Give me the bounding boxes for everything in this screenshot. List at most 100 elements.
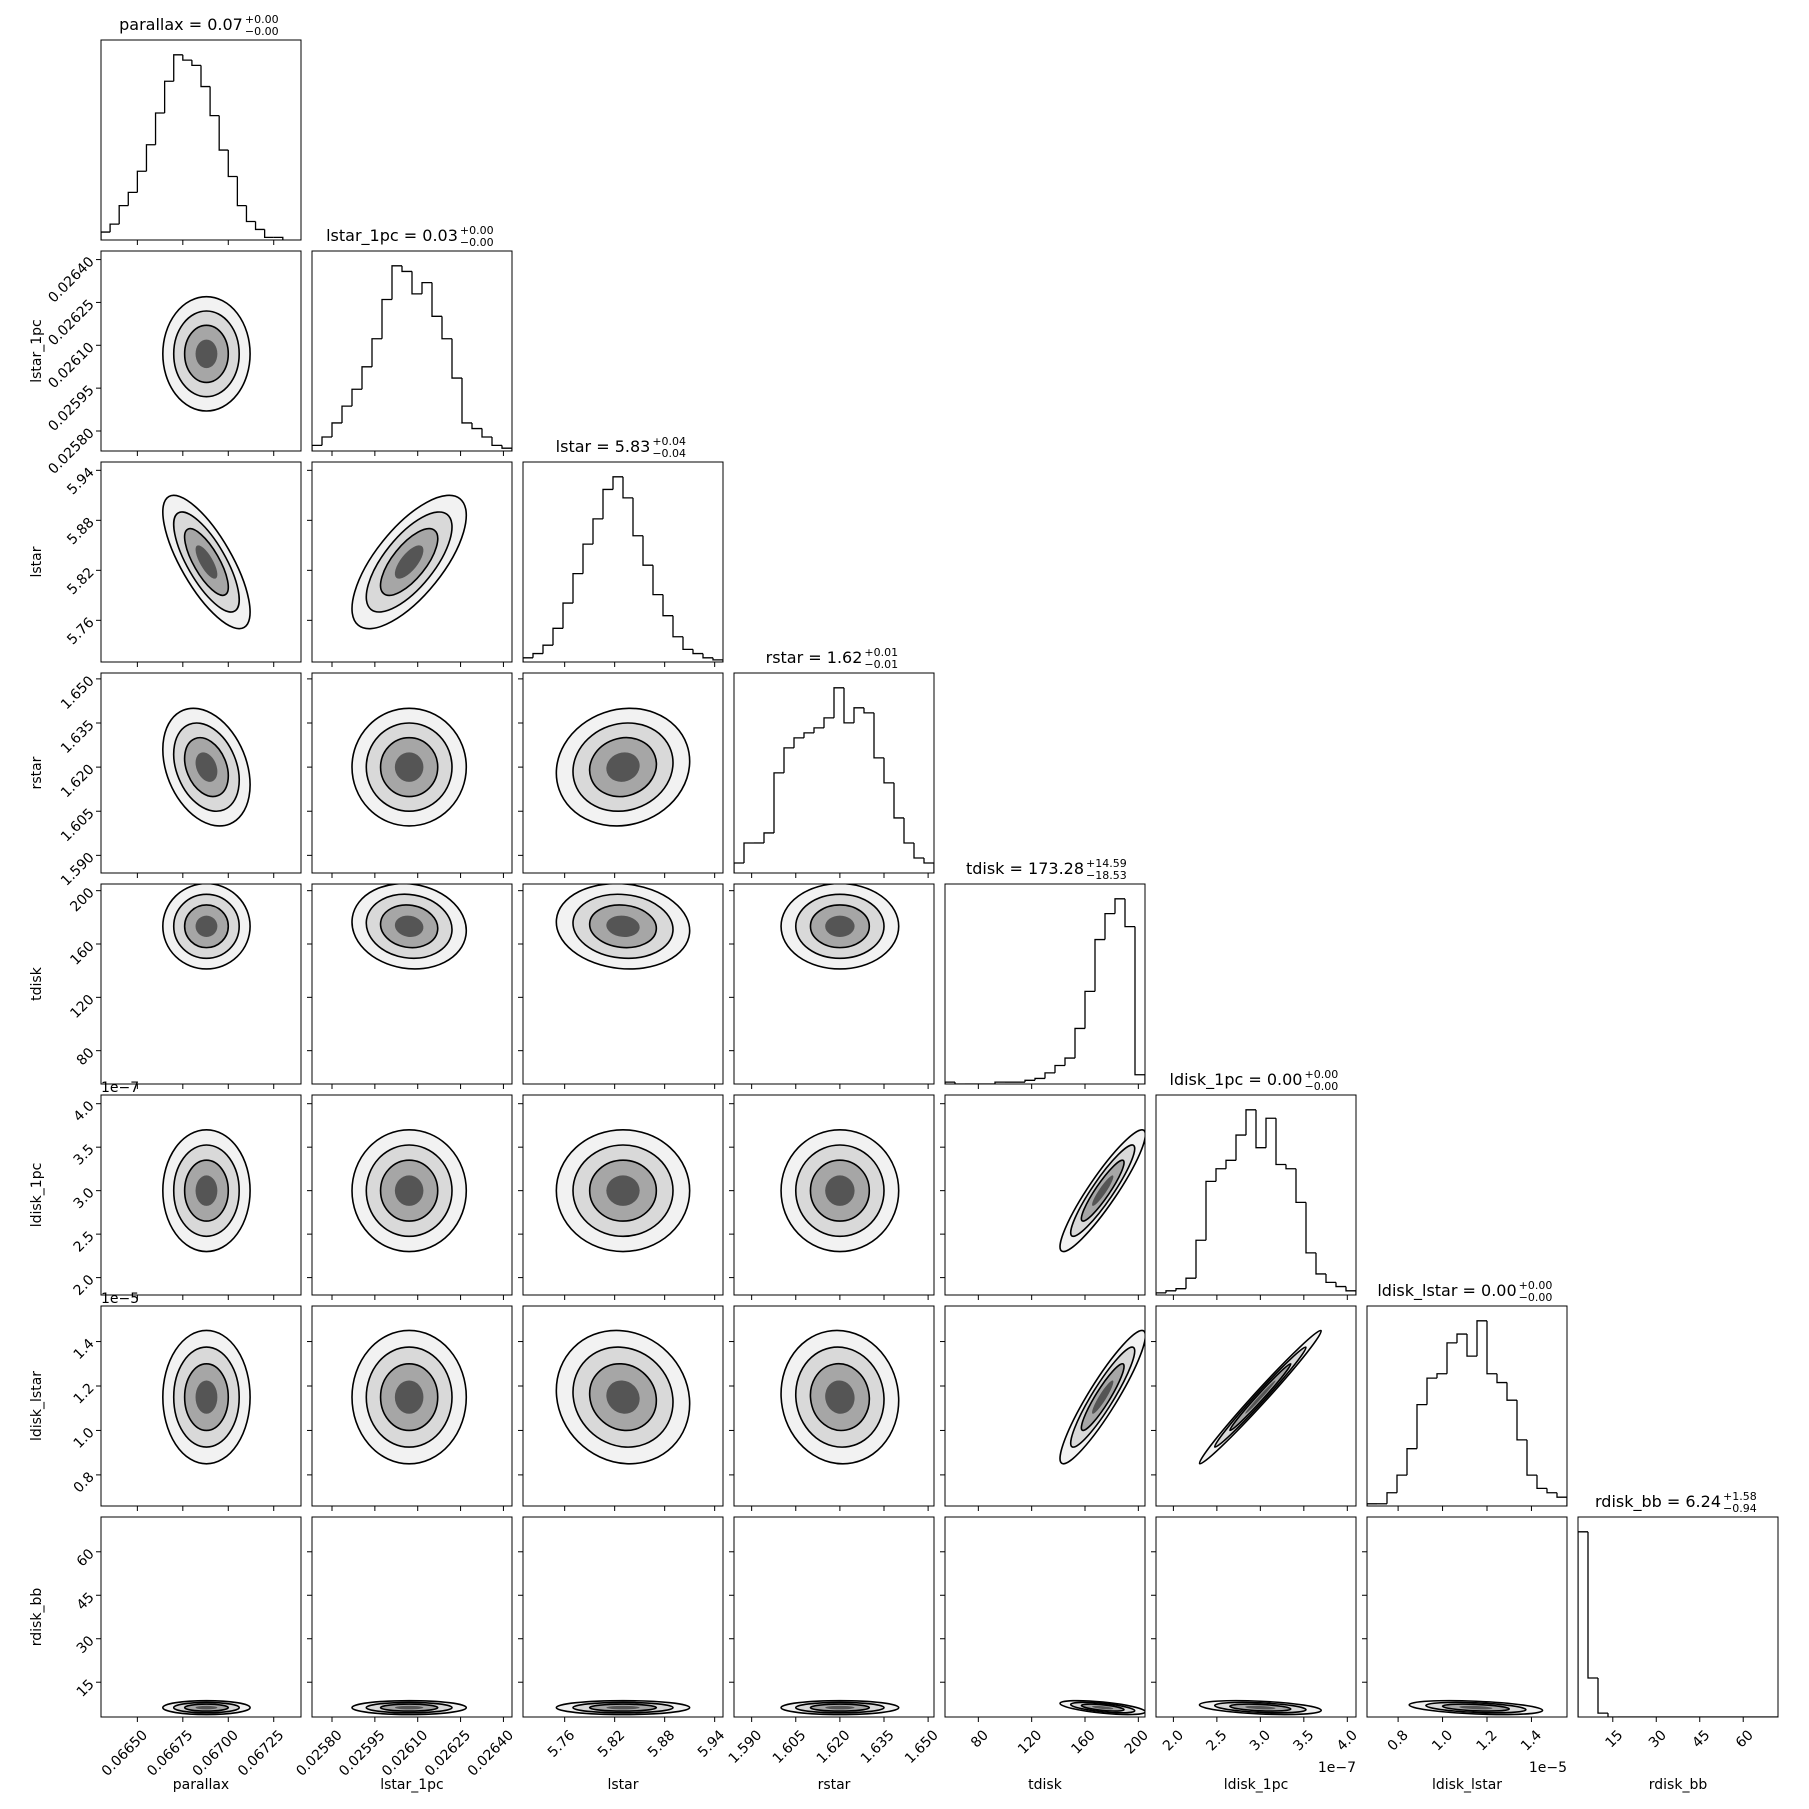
histogram-bin bbox=[136, 170, 147, 193]
panel: ldisk_lstar = 0.00 +0.00−0.00 bbox=[1366, 1279, 1568, 1511]
plot-area bbox=[162, 707, 251, 827]
y-axis-label: rdisk_bb bbox=[29, 1588, 45, 1647]
histogram-bin bbox=[793, 737, 804, 748]
histogram-bin bbox=[371, 338, 382, 367]
histogram-bin bbox=[562, 602, 573, 629]
histogram-bin bbox=[1416, 1403, 1427, 1449]
panel: lstar = 5.83 +0.04−0.04 bbox=[522, 435, 724, 667]
panel bbox=[940, 1094, 1146, 1300]
y-axis-label: rstar bbox=[29, 756, 45, 789]
plot-area bbox=[351, 1329, 468, 1465]
contour bbox=[195, 915, 218, 937]
y-tick-label: 0.02610 bbox=[45, 340, 97, 392]
panel-title: lstar = 5.83 bbox=[556, 437, 651, 456]
panel-frame bbox=[100, 39, 302, 241]
histogram-bin bbox=[1245, 1109, 1256, 1136]
panel-frame bbox=[733, 1094, 935, 1296]
y-tick-label: 1.590 bbox=[58, 850, 98, 890]
histogram-bin bbox=[1476, 1320, 1487, 1357]
contour bbox=[825, 1705, 855, 1710]
y-axis-label: lstar bbox=[29, 546, 45, 577]
panel-frame bbox=[1155, 1094, 1357, 1296]
y-tick-label: 3.5 bbox=[71, 1142, 98, 1169]
panel: 2.0 2.5 3.0 3.5 4.0 ldisk_1pc 1e−7 bbox=[1151, 1516, 1361, 1793]
panel-frame bbox=[100, 1516, 302, 1718]
histogram-bin bbox=[341, 405, 352, 423]
plot-area bbox=[734, 687, 934, 873]
contour bbox=[195, 1175, 218, 1206]
histogram-bin bbox=[622, 476, 633, 499]
panel bbox=[307, 1094, 513, 1300]
histogram-bin bbox=[173, 54, 183, 82]
contour bbox=[394, 915, 424, 937]
panel-title: tdisk = 173.28 bbox=[966, 859, 1084, 878]
x-tick-label: 120 bbox=[1015, 1727, 1045, 1757]
panel-frame bbox=[311, 1516, 513, 1718]
histogram-bin bbox=[1305, 1202, 1316, 1254]
panel-frame bbox=[944, 883, 1146, 1085]
contour bbox=[606, 752, 640, 782]
panel: rstar = 1.62 +0.01−0.01 bbox=[733, 646, 935, 878]
x-offset: 1e−7 bbox=[1318, 1760, 1356, 1776]
histogram-bin bbox=[823, 717, 834, 728]
y-offset: 1e−5 bbox=[101, 1291, 139, 1307]
plot-area bbox=[555, 707, 691, 827]
plot-area bbox=[945, 898, 1145, 1084]
panel-frame bbox=[944, 1516, 1146, 1718]
histogram-bin bbox=[592, 518, 603, 545]
contour bbox=[1245, 1705, 1276, 1710]
histogram-bin bbox=[923, 857, 934, 873]
panel-frame bbox=[1366, 1305, 1568, 1507]
plot-area bbox=[312, 265, 512, 451]
panel bbox=[729, 1305, 935, 1511]
title-upper: +0.00 bbox=[245, 13, 279, 26]
plot-area bbox=[351, 1699, 468, 1716]
contour bbox=[825, 1175, 855, 1206]
contour bbox=[195, 1705, 218, 1710]
histogram-bin bbox=[263, 229, 274, 239]
histogram-bin bbox=[582, 543, 593, 574]
x-tick-label: 0.02625 bbox=[422, 1727, 474, 1779]
histogram-bin bbox=[209, 86, 220, 117]
histogram-bin bbox=[1578, 1531, 1588, 1717]
histogram-bin bbox=[236, 176, 247, 207]
histogram-bin bbox=[662, 594, 673, 617]
y-tick-label: 2.0 bbox=[71, 1272, 98, 1299]
y-tick-label: 0.02640 bbox=[45, 254, 97, 306]
histogram-bin bbox=[1285, 1164, 1296, 1170]
plot-area bbox=[351, 884, 468, 970]
panel-frame bbox=[944, 1094, 1146, 1296]
panel: lstar_1pc = 0.03 +0.00−0.00 bbox=[311, 224, 513, 456]
histogram-bin bbox=[163, 80, 174, 114]
histogram-bin bbox=[883, 757, 894, 784]
title-lower: −0.00 bbox=[245, 25, 279, 38]
x-tick-label: 1.635 bbox=[858, 1727, 898, 1767]
histogram-bin bbox=[1456, 1333, 1467, 1343]
contour bbox=[195, 339, 218, 369]
histogram-bin bbox=[552, 627, 563, 646]
title-lower: −0.04 bbox=[652, 447, 686, 460]
histogram-bin bbox=[1607, 1713, 1618, 1717]
plot-area bbox=[351, 494, 468, 630]
y-tick-label: 5.94 bbox=[64, 465, 97, 498]
panel-frame bbox=[733, 672, 935, 874]
panel-frame bbox=[944, 1305, 1146, 1507]
x-axis-label: ldisk_1pc bbox=[1224, 1777, 1289, 1793]
histogram-bin bbox=[1044, 1072, 1055, 1079]
contour bbox=[1092, 1380, 1114, 1414]
histogram-bin bbox=[763, 832, 774, 843]
y-axis-label: ldisk_lstar bbox=[29, 1371, 45, 1441]
histogram-bin bbox=[1597, 1678, 1608, 1714]
plot-area bbox=[162, 1128, 251, 1253]
contour bbox=[1092, 1175, 1114, 1206]
y-tick-label: 1.4 bbox=[71, 1336, 98, 1363]
panel-frame bbox=[311, 461, 513, 663]
histogram-bin bbox=[1024, 1079, 1035, 1083]
title-upper: +0.00 bbox=[1519, 1279, 1553, 1292]
histogram-bin bbox=[1556, 1492, 1567, 1506]
histogram-bin bbox=[803, 732, 814, 738]
plot-area bbox=[1156, 1109, 1356, 1295]
histogram-bin bbox=[101, 231, 111, 240]
y-tick-label: 1.635 bbox=[58, 717, 98, 757]
